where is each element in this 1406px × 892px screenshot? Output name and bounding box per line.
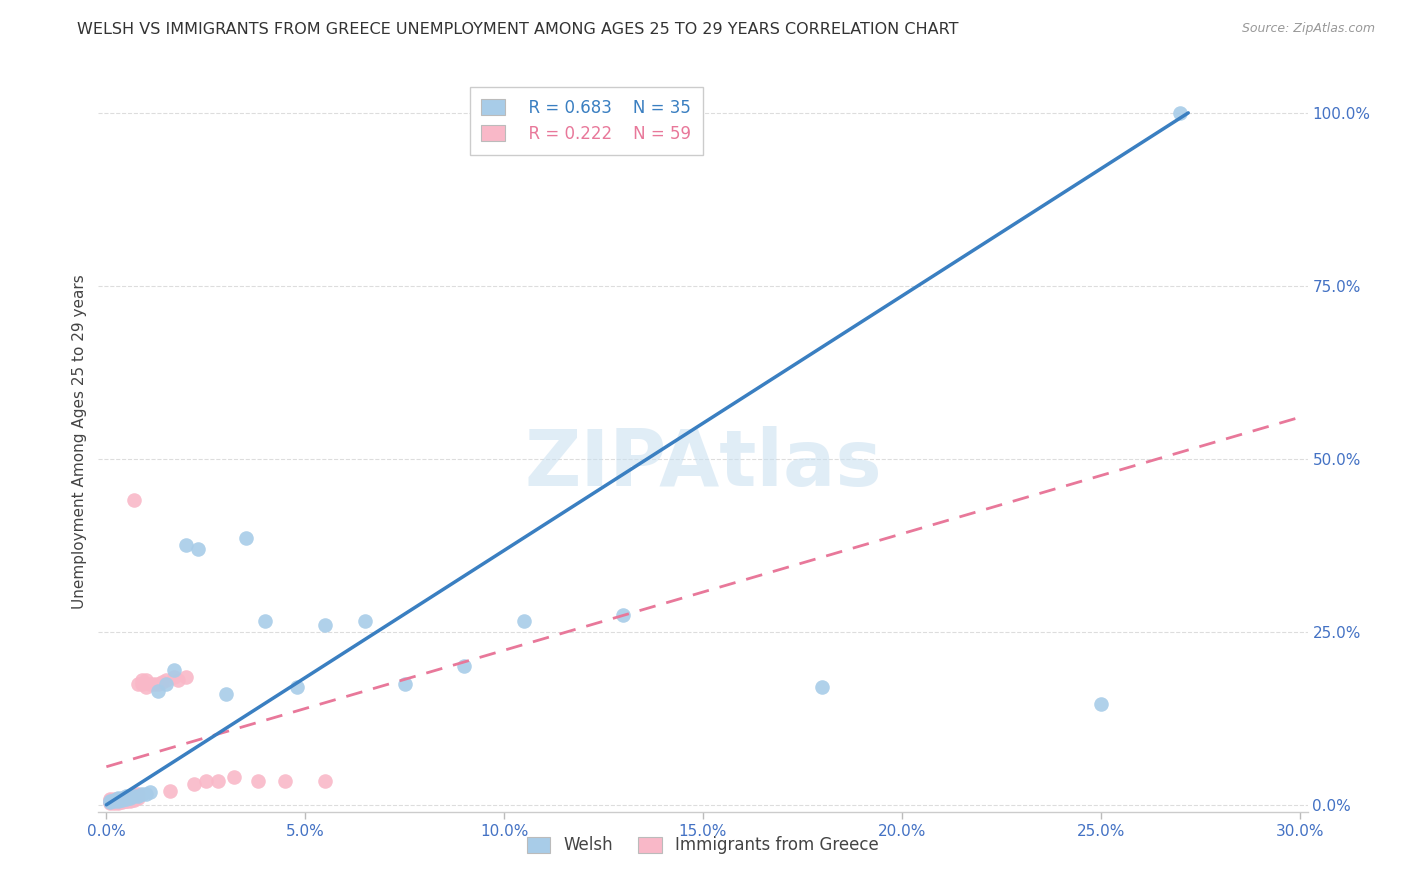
Point: [394, 676, 416, 690]
Point: [98, 795, 121, 809]
Point: [107, 794, 129, 808]
Point: [122, 790, 145, 805]
Point: [254, 615, 277, 629]
Point: [122, 493, 145, 508]
Point: [127, 789, 149, 804]
Point: [146, 676, 169, 690]
Point: [115, 794, 138, 808]
Point: [107, 794, 129, 808]
Point: [115, 791, 138, 805]
Point: [314, 773, 336, 788]
Point: [107, 792, 129, 806]
Point: [131, 673, 153, 688]
Point: [354, 615, 377, 629]
Point: [107, 795, 129, 809]
Point: [111, 794, 134, 808]
Point: [103, 792, 125, 806]
Point: [98, 796, 121, 810]
Point: [513, 615, 536, 629]
Point: [131, 788, 153, 802]
Point: [285, 680, 308, 694]
Point: [98, 793, 121, 807]
Point: [155, 676, 177, 690]
Point: [120, 790, 142, 805]
Point: [155, 673, 177, 688]
Point: [174, 538, 197, 552]
Point: [103, 794, 125, 808]
Point: [122, 789, 145, 803]
Point: [174, 670, 197, 684]
Point: [111, 793, 134, 807]
Point: [98, 795, 121, 809]
Point: [122, 788, 145, 802]
Point: [139, 676, 162, 690]
Point: [127, 676, 149, 690]
Point: [107, 793, 129, 807]
Point: [1090, 698, 1112, 712]
Point: [215, 687, 238, 701]
Point: [98, 794, 121, 808]
Point: [120, 790, 142, 805]
Point: [107, 792, 129, 806]
Point: [115, 794, 138, 808]
Point: [120, 794, 142, 808]
Point: [103, 794, 125, 808]
Point: [131, 676, 153, 690]
Point: [111, 795, 134, 809]
Point: [612, 607, 634, 622]
Point: [127, 788, 149, 802]
Point: [135, 673, 157, 688]
Point: [222, 770, 245, 784]
Point: [150, 674, 173, 689]
Point: [135, 680, 157, 694]
Point: [167, 673, 190, 688]
Point: [115, 793, 138, 807]
Point: [139, 785, 162, 799]
Point: [98, 792, 121, 806]
Y-axis label: Unemployment Among Ages 25 to 29 years: Unemployment Among Ages 25 to 29 years: [72, 274, 87, 609]
Point: [98, 794, 121, 808]
Point: [127, 790, 149, 805]
Point: [111, 794, 134, 808]
Point: [163, 670, 186, 684]
Point: [146, 683, 169, 698]
Point: [207, 773, 229, 788]
Point: [103, 794, 125, 808]
Point: [111, 792, 134, 806]
Point: [120, 792, 142, 806]
Point: [115, 792, 138, 806]
Point: [159, 784, 181, 798]
Point: [98, 794, 121, 808]
Point: [107, 790, 129, 805]
Text: Source: ZipAtlas.com: Source: ZipAtlas.com: [1241, 22, 1375, 36]
Point: [811, 680, 834, 694]
Point: [314, 618, 336, 632]
Text: ZIPAtlas: ZIPAtlas: [524, 425, 882, 502]
Point: [107, 794, 129, 808]
Point: [143, 676, 166, 690]
Point: [183, 777, 205, 791]
Point: [163, 663, 186, 677]
Point: [135, 788, 157, 802]
Point: [107, 796, 129, 810]
Point: [122, 793, 145, 807]
Point: [103, 793, 125, 807]
Point: [115, 789, 138, 804]
Point: [187, 541, 209, 556]
Point: [246, 773, 269, 788]
Point: [111, 793, 134, 807]
Point: [235, 532, 257, 546]
Point: [194, 773, 217, 788]
Point: [453, 659, 475, 673]
Text: WELSH VS IMMIGRANTS FROM GREECE UNEMPLOYMENT AMONG AGES 25 TO 29 YEARS CORRELATI: WELSH VS IMMIGRANTS FROM GREECE UNEMPLOY…: [77, 22, 959, 37]
Point: [103, 793, 125, 807]
Legend: Welsh, Immigrants from Greece: Welsh, Immigrants from Greece: [519, 828, 887, 863]
Point: [274, 773, 297, 788]
Point: [111, 790, 134, 805]
Point: [103, 796, 125, 810]
Point: [1168, 106, 1191, 120]
Point: [103, 795, 125, 809]
Point: [115, 792, 138, 806]
Point: [120, 793, 142, 807]
